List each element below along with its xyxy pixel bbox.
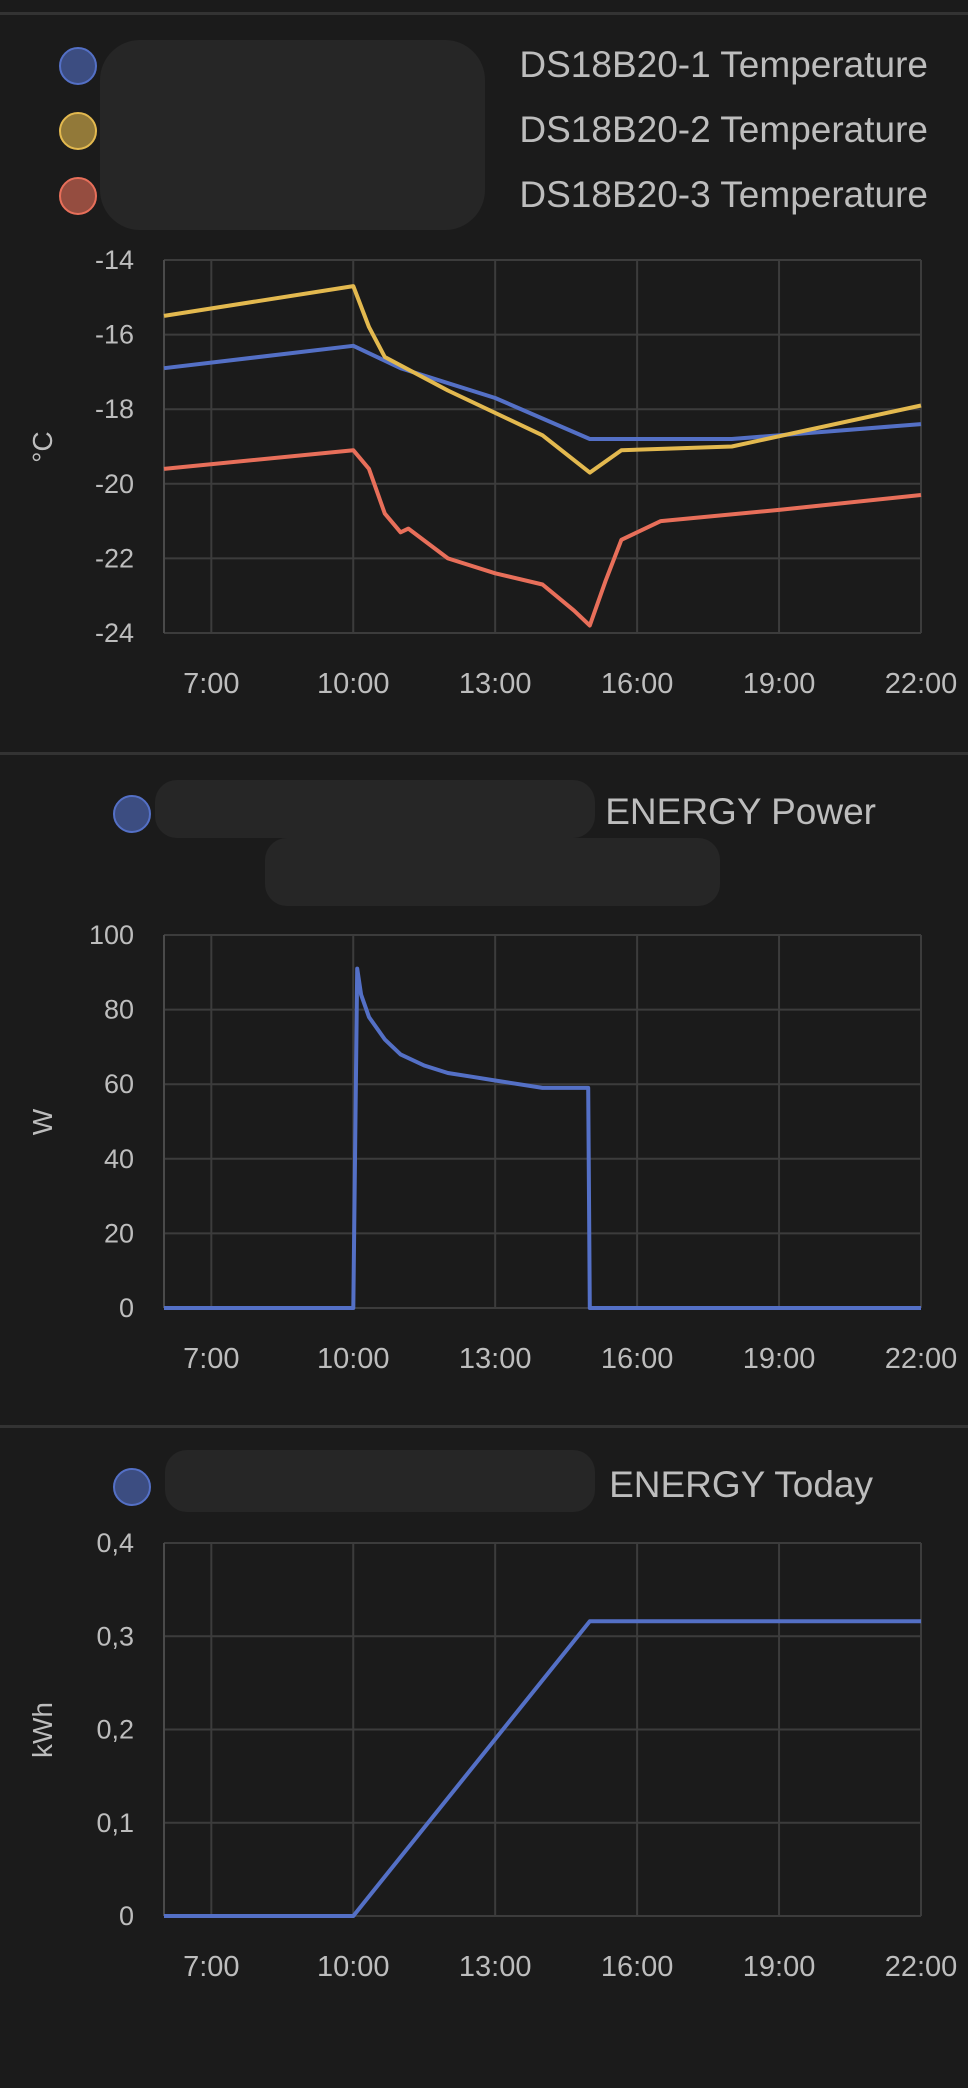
y-tick-label: 20 [104, 1218, 134, 1248]
temperature-chart: -14 -16 -18 -20 -22 -24 7:00 10:00 13:00 16:00 19:… [27, 245, 958, 700]
y-tick-label: 0,2 [96, 1715, 134, 1745]
series-line [164, 1619, 921, 1918]
x-tick-label: 7:00 [183, 668, 239, 700]
y-tick-label: 100 [89, 920, 134, 950]
y-tick-label: 0,3 [96, 1621, 134, 1651]
legend-item-energy-today[interactable]: ENERGY Today [0, 1458, 968, 1514]
legend-label: ENERGY Power [605, 791, 876, 832]
x-tick-label: 10:00 [317, 668, 390, 700]
x-tick-label: 19:00 [743, 1343, 816, 1375]
x-tick-label: 22:00 [885, 668, 958, 700]
temperature-card: DS18B20-1 Temperature DS18B20-2 Temperat… [0, 0, 968, 750]
legend-item-ds18b20-1[interactable]: DS18B20-1 Temperature [0, 38, 968, 94]
power-card: ENERGY Power 100 80 60 40 20 0 7:00 10:00 13:00 1… [0, 755, 968, 1425]
redacted-entity-name [265, 838, 720, 906]
y-tick-label: 0 [119, 1901, 134, 1931]
energy-today-card: ENERGY Today 0,4 0,3 0,2 0,1 0 7:00 10:00 13:00… [0, 1428, 968, 1999]
y-tick-label: 0 [119, 1293, 134, 1323]
x-tick-label: 10:00 [317, 1343, 390, 1375]
x-tick-label: 16:00 [601, 1951, 674, 1983]
redacted-entity-names [100, 40, 485, 230]
y-tick-label: -24 [95, 618, 134, 648]
card-divider [0, 1425, 968, 1428]
y-tick-label: 0,4 [96, 1528, 134, 1558]
y-tick-label: 40 [104, 1144, 134, 1174]
x-tick-label: 7:00 [183, 1951, 239, 1983]
x-tick-label: 22:00 [885, 1343, 958, 1375]
legend-dot-icon [113, 1468, 151, 1506]
y-tick-label: -18 [95, 394, 134, 424]
legend-dot-icon [59, 177, 97, 215]
series-line [164, 966, 921, 1310]
legend-item-ds18b20-2[interactable]: DS18B20-2 Temperature [0, 103, 968, 159]
legend-dot-icon [113, 795, 151, 833]
legend-dot-icon [59, 112, 97, 150]
y-tick-label: 80 [104, 995, 134, 1025]
y-tick-label: -20 [95, 469, 134, 499]
series-line [163, 448, 922, 628]
power-chart: 100 80 60 40 20 0 7:00 10:00 13:00 16:00 19:00 22:0… [27, 920, 958, 1375]
y-tick-label: -22 [95, 543, 134, 573]
legend-label: DS18B20-2 Temperature [519, 109, 928, 150]
legend-item-ds18b20-3[interactable]: DS18B20-3 Temperature [0, 168, 968, 224]
x-tick-label: 16:00 [601, 668, 674, 700]
x-tick-label: 7:00 [183, 1343, 239, 1375]
energy-today-chart: 0,4 0,3 0,2 0,1 0 7:00 10:00 13:00 16:00 19:00 22:… [27, 1528, 958, 1983]
legend-item-energy-power[interactable]: ENERGY Power [0, 785, 968, 841]
series-line [163, 343, 922, 441]
x-tick-label: 19:00 [743, 668, 816, 700]
x-tick-label: 16:00 [601, 1343, 674, 1375]
card-divider [0, 752, 968, 755]
x-tick-label: 19:00 [743, 1951, 816, 1983]
y-tick-label: 60 [104, 1069, 134, 1099]
legend-dot-icon [59, 47, 97, 85]
redacted-entity-name [155, 780, 595, 838]
y-axis-label: °C [27, 431, 58, 462]
legend-label: DS18B20-3 Temperature [519, 174, 928, 215]
x-tick-label: 13:00 [459, 668, 532, 700]
y-axis-label: kWh [27, 1702, 58, 1758]
card-divider-top [0, 12, 968, 15]
x-tick-label: 10:00 [317, 1951, 390, 1983]
x-tick-label: 13:00 [459, 1951, 532, 1983]
y-tick-label: 0,1 [96, 1808, 134, 1838]
redacted-entity-name [165, 1450, 595, 1512]
x-tick-label: 22:00 [885, 1951, 958, 1983]
x-tick-label: 13:00 [459, 1343, 532, 1375]
legend-label: DS18B20-1 Temperature [519, 44, 928, 85]
series-line [163, 284, 922, 475]
y-tick-label: -14 [95, 245, 134, 275]
legend-label: ENERGY Today [609, 1464, 873, 1505]
y-axis-label: W [27, 1108, 58, 1135]
y-tick-label: -16 [95, 320, 134, 350]
